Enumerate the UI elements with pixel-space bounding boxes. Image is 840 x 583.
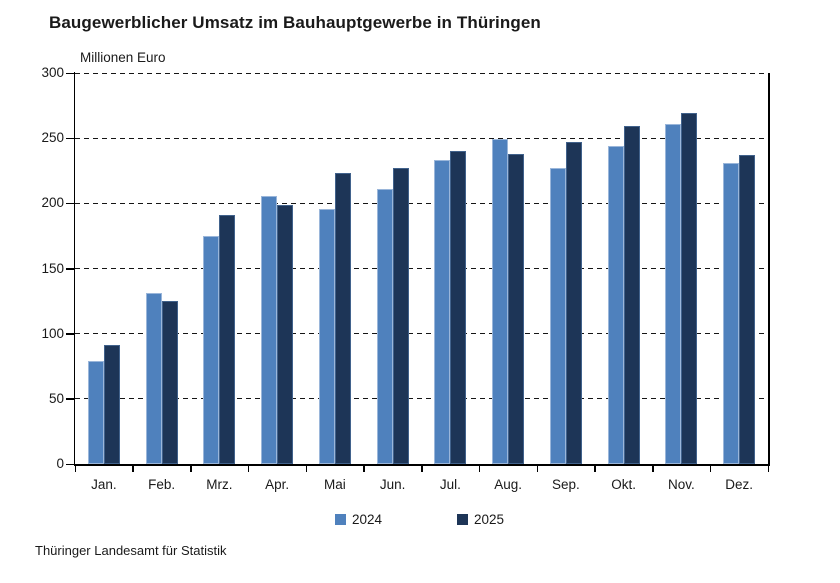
y-axis-tick-50 bbox=[66, 398, 74, 400]
bar-2025-aug bbox=[508, 153, 525, 464]
bar-2025-sep bbox=[565, 142, 582, 464]
y-axis-label-150: 150 bbox=[41, 260, 64, 276]
x-axis-label-nov: Nov. bbox=[667, 477, 695, 492]
bar-2024-jun bbox=[376, 188, 393, 464]
bar-2024-jan bbox=[87, 361, 104, 464]
bar-2024-mai bbox=[318, 208, 335, 464]
y-axis-tick-250 bbox=[66, 137, 74, 140]
y-axis-label-250: 250 bbox=[41, 130, 64, 146]
bar-2025-jan bbox=[103, 345, 120, 464]
bar-2025-mai bbox=[334, 173, 351, 464]
y-axis-label-0: 0 bbox=[56, 456, 64, 471]
x-axis-label-mai: Mai bbox=[323, 477, 346, 492]
x-axis-tick-8 bbox=[536, 465, 538, 472]
bar-2024-okt bbox=[607, 145, 624, 464]
bar-2025-jul bbox=[450, 151, 467, 464]
bar-2024-aug bbox=[492, 139, 509, 464]
x-axis-tick-12 bbox=[767, 465, 769, 472]
y-axis-tick-200 bbox=[66, 202, 74, 205]
bar-2024-jul bbox=[434, 160, 451, 464]
x-axis-label-apr: Apr. bbox=[265, 477, 290, 492]
y-axis-label-100: 100 bbox=[41, 325, 64, 341]
x-axis-tick-7 bbox=[478, 465, 481, 472]
x-axis-tick-5 bbox=[363, 465, 365, 472]
y-axis-label-200: 200 bbox=[41, 195, 64, 211]
gridline-300 bbox=[75, 72, 768, 74]
x-axis-label-jun: Jun. bbox=[379, 477, 406, 492]
bar-2025-apr bbox=[277, 204, 294, 464]
legend-label-2024: 2024 bbox=[352, 512, 383, 527]
x-axis-label-feb: Feb. bbox=[148, 477, 176, 492]
source-caption: Thüringer Landesamt für Statistik bbox=[35, 543, 227, 558]
x-axis-tick-6 bbox=[421, 465, 423, 472]
y-axis-label-300: 300 bbox=[41, 65, 64, 80]
x-axis-label-jan: Jan. bbox=[91, 477, 117, 492]
x-axis-label-mrz: Mrz. bbox=[206, 477, 233, 492]
legend-item-2025: 2025 bbox=[457, 512, 504, 527]
x-axis-line bbox=[73, 464, 770, 466]
bar-2024-dez bbox=[723, 162, 740, 464]
x-axis-tick-3 bbox=[247, 465, 250, 472]
y-axis-unit-label: Millionen Euro bbox=[80, 50, 166, 65]
gridline-50 bbox=[75, 398, 768, 400]
legend-label-2025: 2025 bbox=[474, 512, 505, 527]
x-axis-tick-2 bbox=[190, 465, 192, 472]
x-axis-tick-9 bbox=[594, 465, 596, 472]
bar-2025-feb bbox=[161, 301, 178, 464]
y-axis-tick-100 bbox=[66, 333, 74, 335]
x-axis-label-dez: Dez. bbox=[725, 477, 753, 492]
bar-2025-okt bbox=[623, 126, 640, 464]
legend-item-2024: 2024 bbox=[335, 512, 382, 527]
legend-swatch-2024 bbox=[335, 514, 346, 525]
x-axis-tick-0 bbox=[74, 465, 76, 472]
x-axis-tick-11 bbox=[709, 465, 712, 472]
bar-2024-nov bbox=[665, 123, 682, 464]
bar-2024-feb bbox=[145, 293, 162, 464]
gridline-100 bbox=[75, 333, 768, 335]
x-axis-label-jul: Jul. bbox=[439, 477, 461, 492]
x-axis-tick-1 bbox=[132, 465, 134, 472]
bar-2025-jun bbox=[392, 168, 409, 464]
bar-2025-nov bbox=[681, 113, 698, 464]
x-axis-tick-4 bbox=[305, 465, 307, 472]
y-axis-tick-150 bbox=[66, 268, 74, 270]
gridline-150 bbox=[75, 268, 768, 269]
x-axis-label-okt: Okt. bbox=[611, 477, 636, 492]
x-axis-label-sep: Sep. bbox=[551, 477, 580, 492]
bar-2025-dez bbox=[739, 155, 756, 464]
plot-right-border bbox=[768, 73, 770, 465]
legend-swatch-2025 bbox=[457, 514, 468, 525]
y-axis-tick-0 bbox=[66, 463, 74, 465]
y-axis-tick-300 bbox=[66, 72, 74, 74]
gridline-200 bbox=[75, 202, 768, 204]
bar-2024-sep bbox=[549, 168, 566, 464]
x-axis-label-aug: Aug. bbox=[494, 477, 523, 492]
y-axis-line bbox=[73, 72, 75, 465]
gridline-250 bbox=[75, 137, 768, 139]
x-axis-tick-10 bbox=[652, 465, 654, 472]
y-axis-label-50: 50 bbox=[48, 390, 64, 406]
bar-2024-apr bbox=[261, 195, 278, 464]
chart-title: Baugewerblicher Umsatz im Bauhauptgewerb… bbox=[49, 13, 541, 32]
bar-2024-mrz bbox=[203, 235, 220, 464]
bar-2025-mrz bbox=[219, 215, 236, 464]
